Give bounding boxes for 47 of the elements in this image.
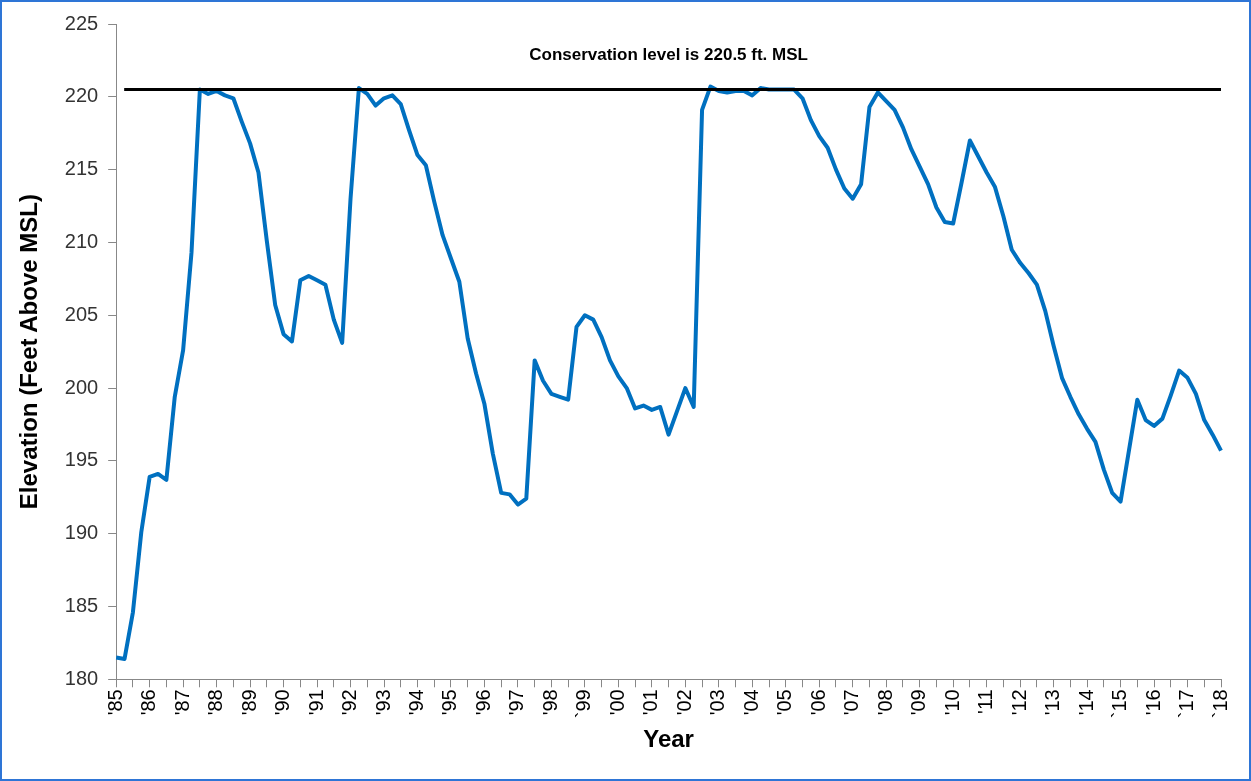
y-tick-label: 195 <box>64 448 99 471</box>
y-tick-label: 200 <box>64 375 99 398</box>
x-tick-label: '03 <box>706 689 729 716</box>
x-tick-label: '07 <box>840 689 863 716</box>
x-tick-label: '87 <box>170 689 193 716</box>
x-tick-label: '02 <box>672 689 695 716</box>
x-tick-label: '04 <box>739 689 762 716</box>
x-tick-label: '16 <box>1141 689 1164 716</box>
x-tick-label: '89 <box>237 689 260 716</box>
y-tick-label: 205 <box>64 302 99 325</box>
x-tick-label: '96 <box>471 689 494 716</box>
x-tick-label: '93 <box>371 689 394 716</box>
x-tick-label: '08 <box>873 689 896 716</box>
x-tick-label: '86 <box>137 689 160 716</box>
x-tick-label: '90 <box>271 689 294 716</box>
x-tick-label: `18 <box>1208 689 1231 719</box>
x-tick-label: '11 <box>974 689 997 714</box>
x-tick-label: '14 <box>1074 689 1097 716</box>
x-tick-label: '13 <box>1041 689 1064 716</box>
x-tick-label: '05 <box>773 689 796 716</box>
x-axis-title: Year <box>643 725 694 753</box>
x-tick-label: '94 <box>405 689 427 716</box>
y-tick-label: 190 <box>64 521 99 544</box>
x-tick-label: '91 <box>304 689 327 716</box>
x-tick-label: '85 <box>103 689 126 716</box>
x-tick-label: '09 <box>907 689 930 716</box>
x-tick-label: '06 <box>806 689 829 716</box>
x-tick-label: '01 <box>639 689 662 716</box>
y-tick-label: 210 <box>64 229 99 252</box>
x-tick-label: `15 <box>1108 689 1131 719</box>
x-tick-label: '12 <box>1007 689 1030 716</box>
y-tick-label: 180 <box>64 666 99 689</box>
x-tick-label: '00 <box>605 689 628 716</box>
y-tick-label: 220 <box>64 84 99 107</box>
x-tick-label: '88 <box>204 689 227 716</box>
x-tick-label: '98 <box>538 689 561 716</box>
y-tick-label: 225 <box>64 11 99 34</box>
x-tick-label: '10 <box>940 689 963 716</box>
y-tick-label: 185 <box>64 594 99 616</box>
x-tick-label: '95 <box>438 689 461 716</box>
y-tick-label: 215 <box>64 157 99 180</box>
x-tick-label: '97 <box>505 689 528 716</box>
x-tick-label: `99 <box>572 689 595 719</box>
x-tick-label: '92 <box>338 689 361 716</box>
x-tick-label: `17 <box>1175 689 1198 719</box>
ref-line-label: Conservation level is 220.5 ft. MSL <box>529 44 808 64</box>
y-axis-title: Elevation (Feet Above MSL) <box>15 194 43 510</box>
